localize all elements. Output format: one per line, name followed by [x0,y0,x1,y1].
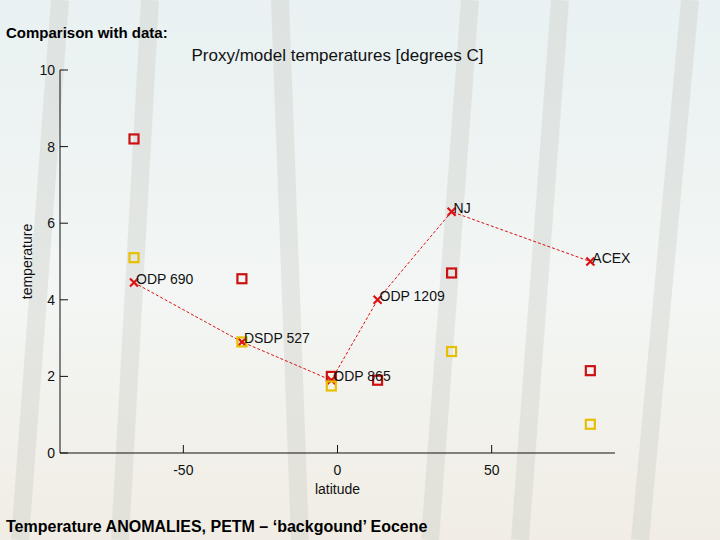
palm-trunk [430,0,470,540]
footer: Temperature ANOMALIES, PETM – ‘backgound… [6,518,428,535]
x-tick-label: 0 [334,462,342,478]
point-label: ODP 690 [136,271,194,287]
point-label: ODP 1209 [380,288,445,304]
palm-trunk [520,0,560,540]
point-label: NJ [454,200,471,216]
point-square [586,366,595,375]
x-tick-label: 50 [484,462,500,478]
point-square [447,347,456,356]
point-label: ODP 865 [333,368,391,384]
x-tick-label: -50 [173,462,193,478]
y-tick-label: 8 [47,139,55,155]
point-label: DSDP 527 [244,330,310,346]
palm-trunk [20,0,60,540]
y-tick-label: 4 [47,292,55,308]
y-tick-label: 10 [39,62,55,78]
title: Proxy/model temperatures [degrees C] [192,46,484,65]
y-tick [60,376,68,377]
chart: Comparison with data: Temperature ANOMALI… [0,0,720,540]
background [0,0,720,540]
y-tick [60,453,68,454]
point-label: ACEX [592,250,631,266]
palm-trunk [280,0,300,540]
point-square [130,134,139,143]
marks [130,134,595,428]
y-tick-label: 0 [47,445,55,461]
y-tick [60,223,68,224]
x-tick [491,445,492,453]
labels: ODP 690 DSDP 527 ODP 865 ODP 1209 NJ ACEX [136,200,631,385]
header: Comparison with data: [6,24,168,41]
point-square [586,420,595,429]
y-tick-label: 6 [47,215,55,231]
point-square [130,253,139,262]
y-label: temperature [19,224,35,300]
y-tick [60,70,68,71]
x-tick [337,445,338,453]
y-tick [60,299,68,300]
series-line [134,212,590,381]
x-tick [183,445,184,453]
palm-trunk [640,0,690,540]
point-square [237,274,246,283]
x-label: latitude [315,481,360,497]
y-tick-label: 2 [47,368,55,384]
point-square [447,268,456,277]
y-axis [60,70,61,453]
y-tick [60,146,68,147]
